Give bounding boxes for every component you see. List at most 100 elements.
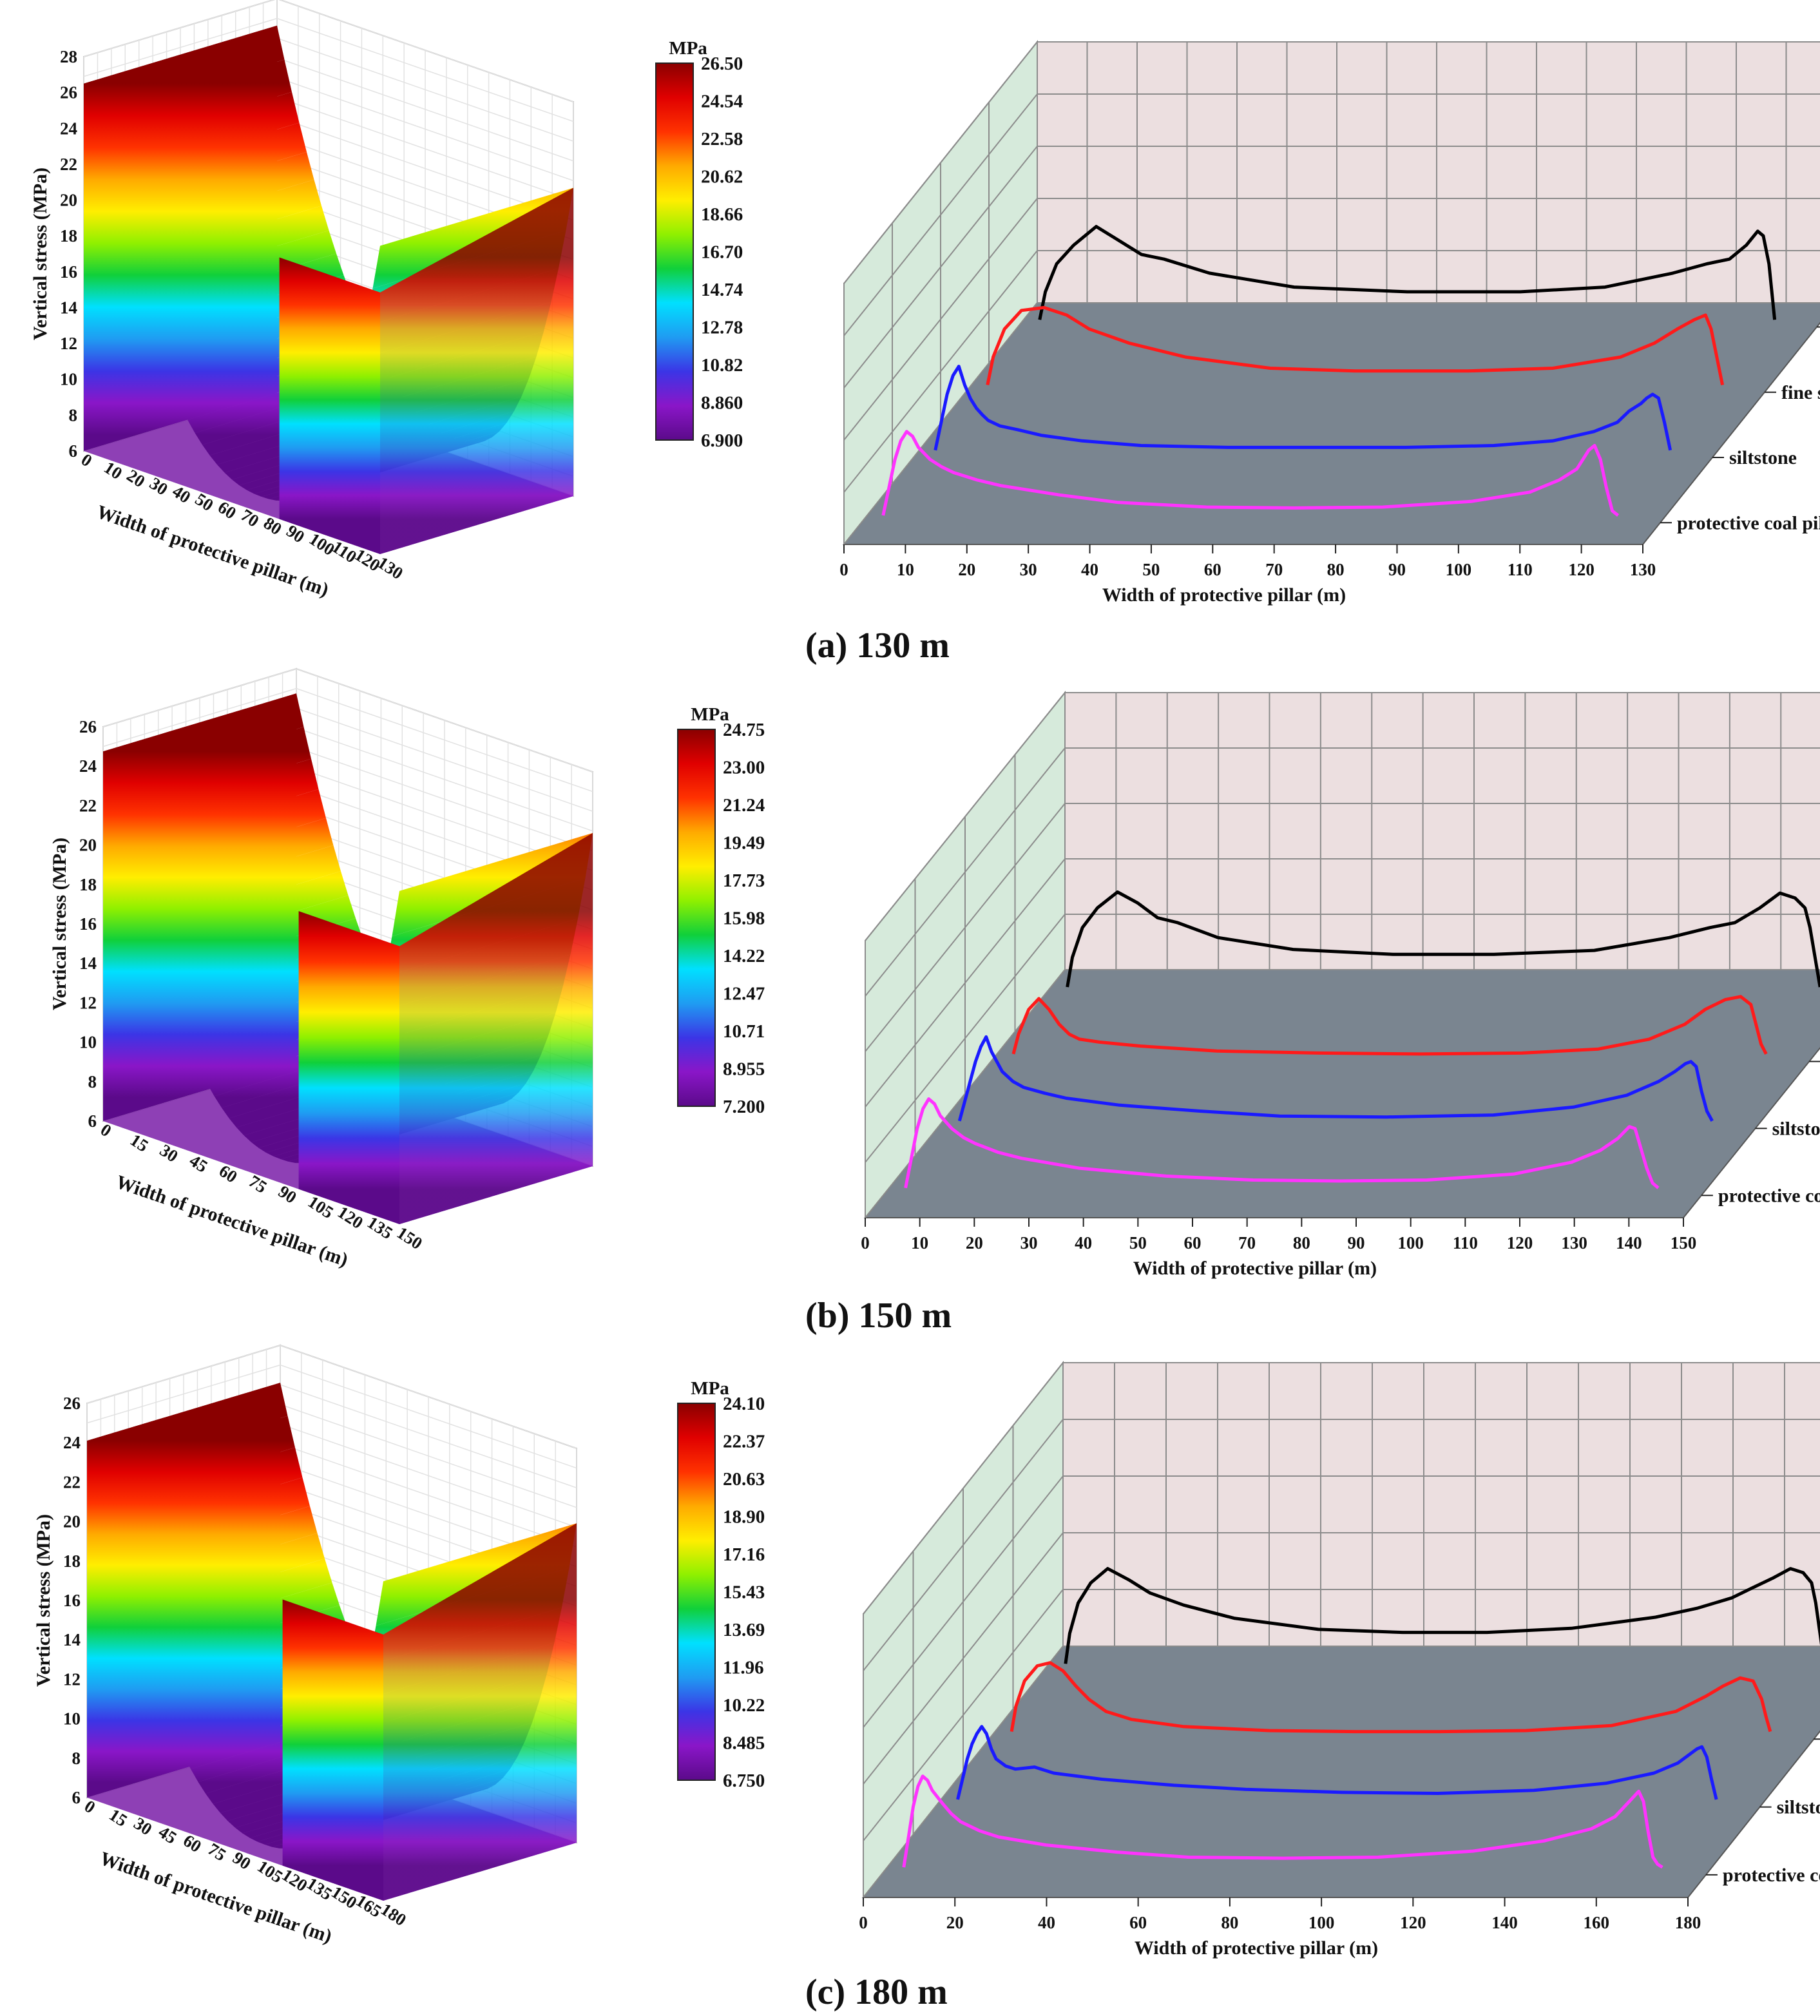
x-tick-label: 160 (1584, 1913, 1610, 1932)
colorbar-label: 22.58 (701, 129, 743, 149)
x-axis-title: Width of protective pillar (m) (1102, 584, 1346, 606)
y-tick-label: 22 (63, 1472, 81, 1492)
x-tick-label: 20 (958, 560, 975, 579)
surface-right-side (383, 1523, 577, 1901)
colorbar-label: 14.22 (723, 946, 765, 966)
x-tick-label: 100 (1446, 560, 1472, 579)
colorbar-label: 15.98 (723, 908, 765, 929)
y-tick-label: 24 (79, 756, 97, 776)
x-tick-label: 70 (1238, 1233, 1256, 1253)
x-tick-label: 30 (1020, 560, 1037, 579)
series-line (881, 430, 1620, 517)
series-lines (902, 1567, 1820, 1869)
series-lines (904, 890, 1820, 1189)
y-axis: 6 8 10 12 14 16 18 20 22 24 26 Vertical stress (MPa… (49, 717, 97, 1131)
colorbar-label: 17.16 (723, 1544, 765, 1565)
y-tick-label: 20 (79, 836, 97, 855)
x-tick-label: 90 (1388, 560, 1406, 579)
y-axis-title: Vertical stress (MPa) (33, 1514, 54, 1687)
colorbar-label: 6.900 (701, 430, 743, 451)
y-tick-label: 10 (60, 370, 77, 389)
colorbar-label: 6.750 (723, 1771, 765, 1791)
colorbar-scale (677, 729, 716, 1107)
series-line (902, 1774, 1663, 1869)
y-tick-label: 22 (79, 796, 97, 815)
x-tick-label: 120 (1568, 560, 1595, 579)
y-tick-label: 12 (79, 993, 97, 1012)
caption-a: (a) 130 m (805, 626, 950, 666)
x-tick-label: 20 (966, 1233, 983, 1253)
y-tick-label: 14 (79, 954, 97, 973)
y-tick-label: 6 (72, 1788, 81, 1807)
x-tick-label: 90 (1348, 1233, 1365, 1253)
surface-right-side (380, 187, 573, 554)
layer-labels: fine sandstonefine sandstonesiltstonepro… (1705, 1738, 1820, 1886)
x-tick-label: 40 (1081, 560, 1098, 579)
y-tick-label: 14 (60, 298, 77, 317)
x-tick-label: 120 (1507, 1233, 1533, 1253)
line-chart-a-right: 0.05.611.216.822.428.0Vertical stress (M… (839, 40, 1820, 606)
y-tick-label: 16 (79, 914, 97, 934)
layer-labels: medium sandstonefine sandstonesiltstonep… (1660, 326, 1820, 533)
x-tick-label: 60 (1129, 1913, 1147, 1932)
x-tick-label: 40 (1038, 1913, 1055, 1932)
surface-chart-a-left: 6 8 10 12 14 16 18 20 22 24 26 28 Vertical stress (M… (30, 0, 743, 600)
colorbar-label: 21.24 (723, 795, 765, 816)
colorbar-label: 22.37 (723, 1432, 765, 1452)
colorbar-scale (655, 62, 694, 441)
series-line (1064, 1567, 1820, 1664)
colorbar-label: 7.200 (723, 1097, 765, 1117)
y-tick-label: 6 (69, 441, 78, 461)
x-tick-label: 40 (1075, 1233, 1092, 1253)
colorbar-label: 24.75 (723, 720, 765, 740)
x-tick-label: 50 (1129, 1233, 1147, 1253)
layer-label: siltstone (1772, 1118, 1820, 1139)
colorbar-label: 19.49 (723, 833, 765, 854)
y-axis-title: Vertical stress (MPa) (49, 838, 70, 1010)
y-tick-label: 26 (79, 717, 97, 736)
colorbar-label: 17.73 (723, 870, 765, 891)
layer-label: siltstone (1777, 1797, 1820, 1818)
y-tick-label: 16 (63, 1591, 81, 1610)
x-tick-label: 10 (911, 1233, 928, 1253)
x-tick-label: 0 (839, 560, 848, 579)
colorbar-label: 23.00 (723, 758, 765, 778)
surface-strip (372, 187, 573, 289)
colorbar-label: 10.82 (701, 355, 743, 376)
y-tick-label: 22 (60, 155, 77, 174)
y-axis: 6 8 10 12 14 16 18 20 22 24 26 28 Vertical stress (M… (30, 47, 77, 461)
y-tick-label: 24 (63, 1433, 81, 1452)
grid (865, 692, 1820, 1218)
y-tick-label: 18 (60, 226, 77, 245)
x-tick-label: 70 (1265, 560, 1283, 579)
surface-right-side (399, 832, 593, 1224)
line-chart-c-right: 0.04.89.614.419.224.0Vertical stress (MP… (859, 1361, 1820, 1959)
colorbar-label: 8.485 (723, 1733, 765, 1754)
surface-chart-c-left: 6 8 10 12 14 16 18 20 22 24 26 Vertical stress (MPa… (33, 1344, 765, 1947)
x-tick-label: 0 (78, 450, 96, 471)
x-tick-label: 130 (1561, 1233, 1587, 1253)
x-tick-label: 110 (1508, 560, 1533, 579)
x-tick-label: 80 (1327, 560, 1345, 579)
y-tick-label: 12 (60, 334, 77, 353)
series-line (934, 365, 1672, 451)
x-tick-label: 120 (1400, 1913, 1426, 1932)
colorbar-label: 18.90 (723, 1507, 765, 1528)
series-line (904, 1097, 1660, 1189)
y-tick-label: 18 (79, 875, 97, 894)
x-tick-label: 150 (394, 1223, 426, 1253)
grid-line-horizontal (83, 0, 574, 102)
surface-left-face (103, 693, 296, 1121)
y-tick-label: 12 (63, 1669, 81, 1689)
x-tick-label: 60 (1184, 1233, 1202, 1253)
surface-strip (392, 832, 593, 937)
y-tick-label: 16 (60, 262, 77, 282)
colorbar-label: 20.63 (723, 1469, 765, 1490)
colorbar-label: 15.43 (723, 1582, 765, 1603)
series-line (1011, 995, 1768, 1056)
x-axis-title: Width of protective pillar (m) (1133, 1258, 1377, 1279)
y-tick-label: 6 (88, 1111, 97, 1131)
